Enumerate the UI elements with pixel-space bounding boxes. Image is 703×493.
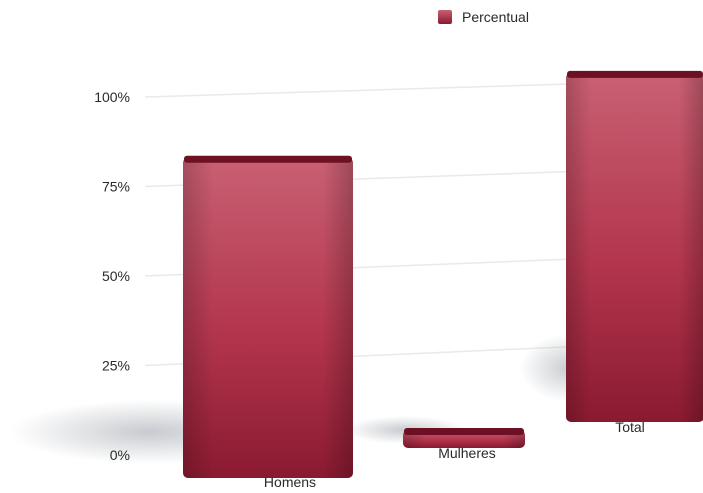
bar-homens (183, 155, 353, 478)
y-axis-ticks: 0% 25% 50% 75% 100% (94, 89, 130, 463)
bar-mulheres (403, 428, 525, 448)
y-tick-label: 25% (102, 358, 130, 374)
bar-cap (404, 428, 524, 435)
bar-cap (567, 70, 703, 78)
legend-swatch (438, 10, 452, 24)
bar-total (566, 70, 703, 422)
x-category-label: Total (615, 419, 645, 435)
y-tick-label: 0% (110, 447, 130, 463)
x-category-label: Homens (264, 474, 316, 488)
x-axis-labels: Homens Mulheres Total (264, 419, 645, 490)
bar-cap (184, 155, 352, 163)
y-tick-label: 75% (102, 179, 130, 195)
legend-label: Percentual (462, 9, 529, 25)
legend: Percentual (438, 9, 529, 25)
y-tick-label: 100% (94, 89, 130, 105)
x-category-label: Mulheres (438, 445, 496, 461)
bar-shading (566, 72, 703, 422)
bar-shading (183, 157, 353, 478)
y-tick-label: 50% (102, 268, 130, 284)
bars (183, 70, 703, 478)
